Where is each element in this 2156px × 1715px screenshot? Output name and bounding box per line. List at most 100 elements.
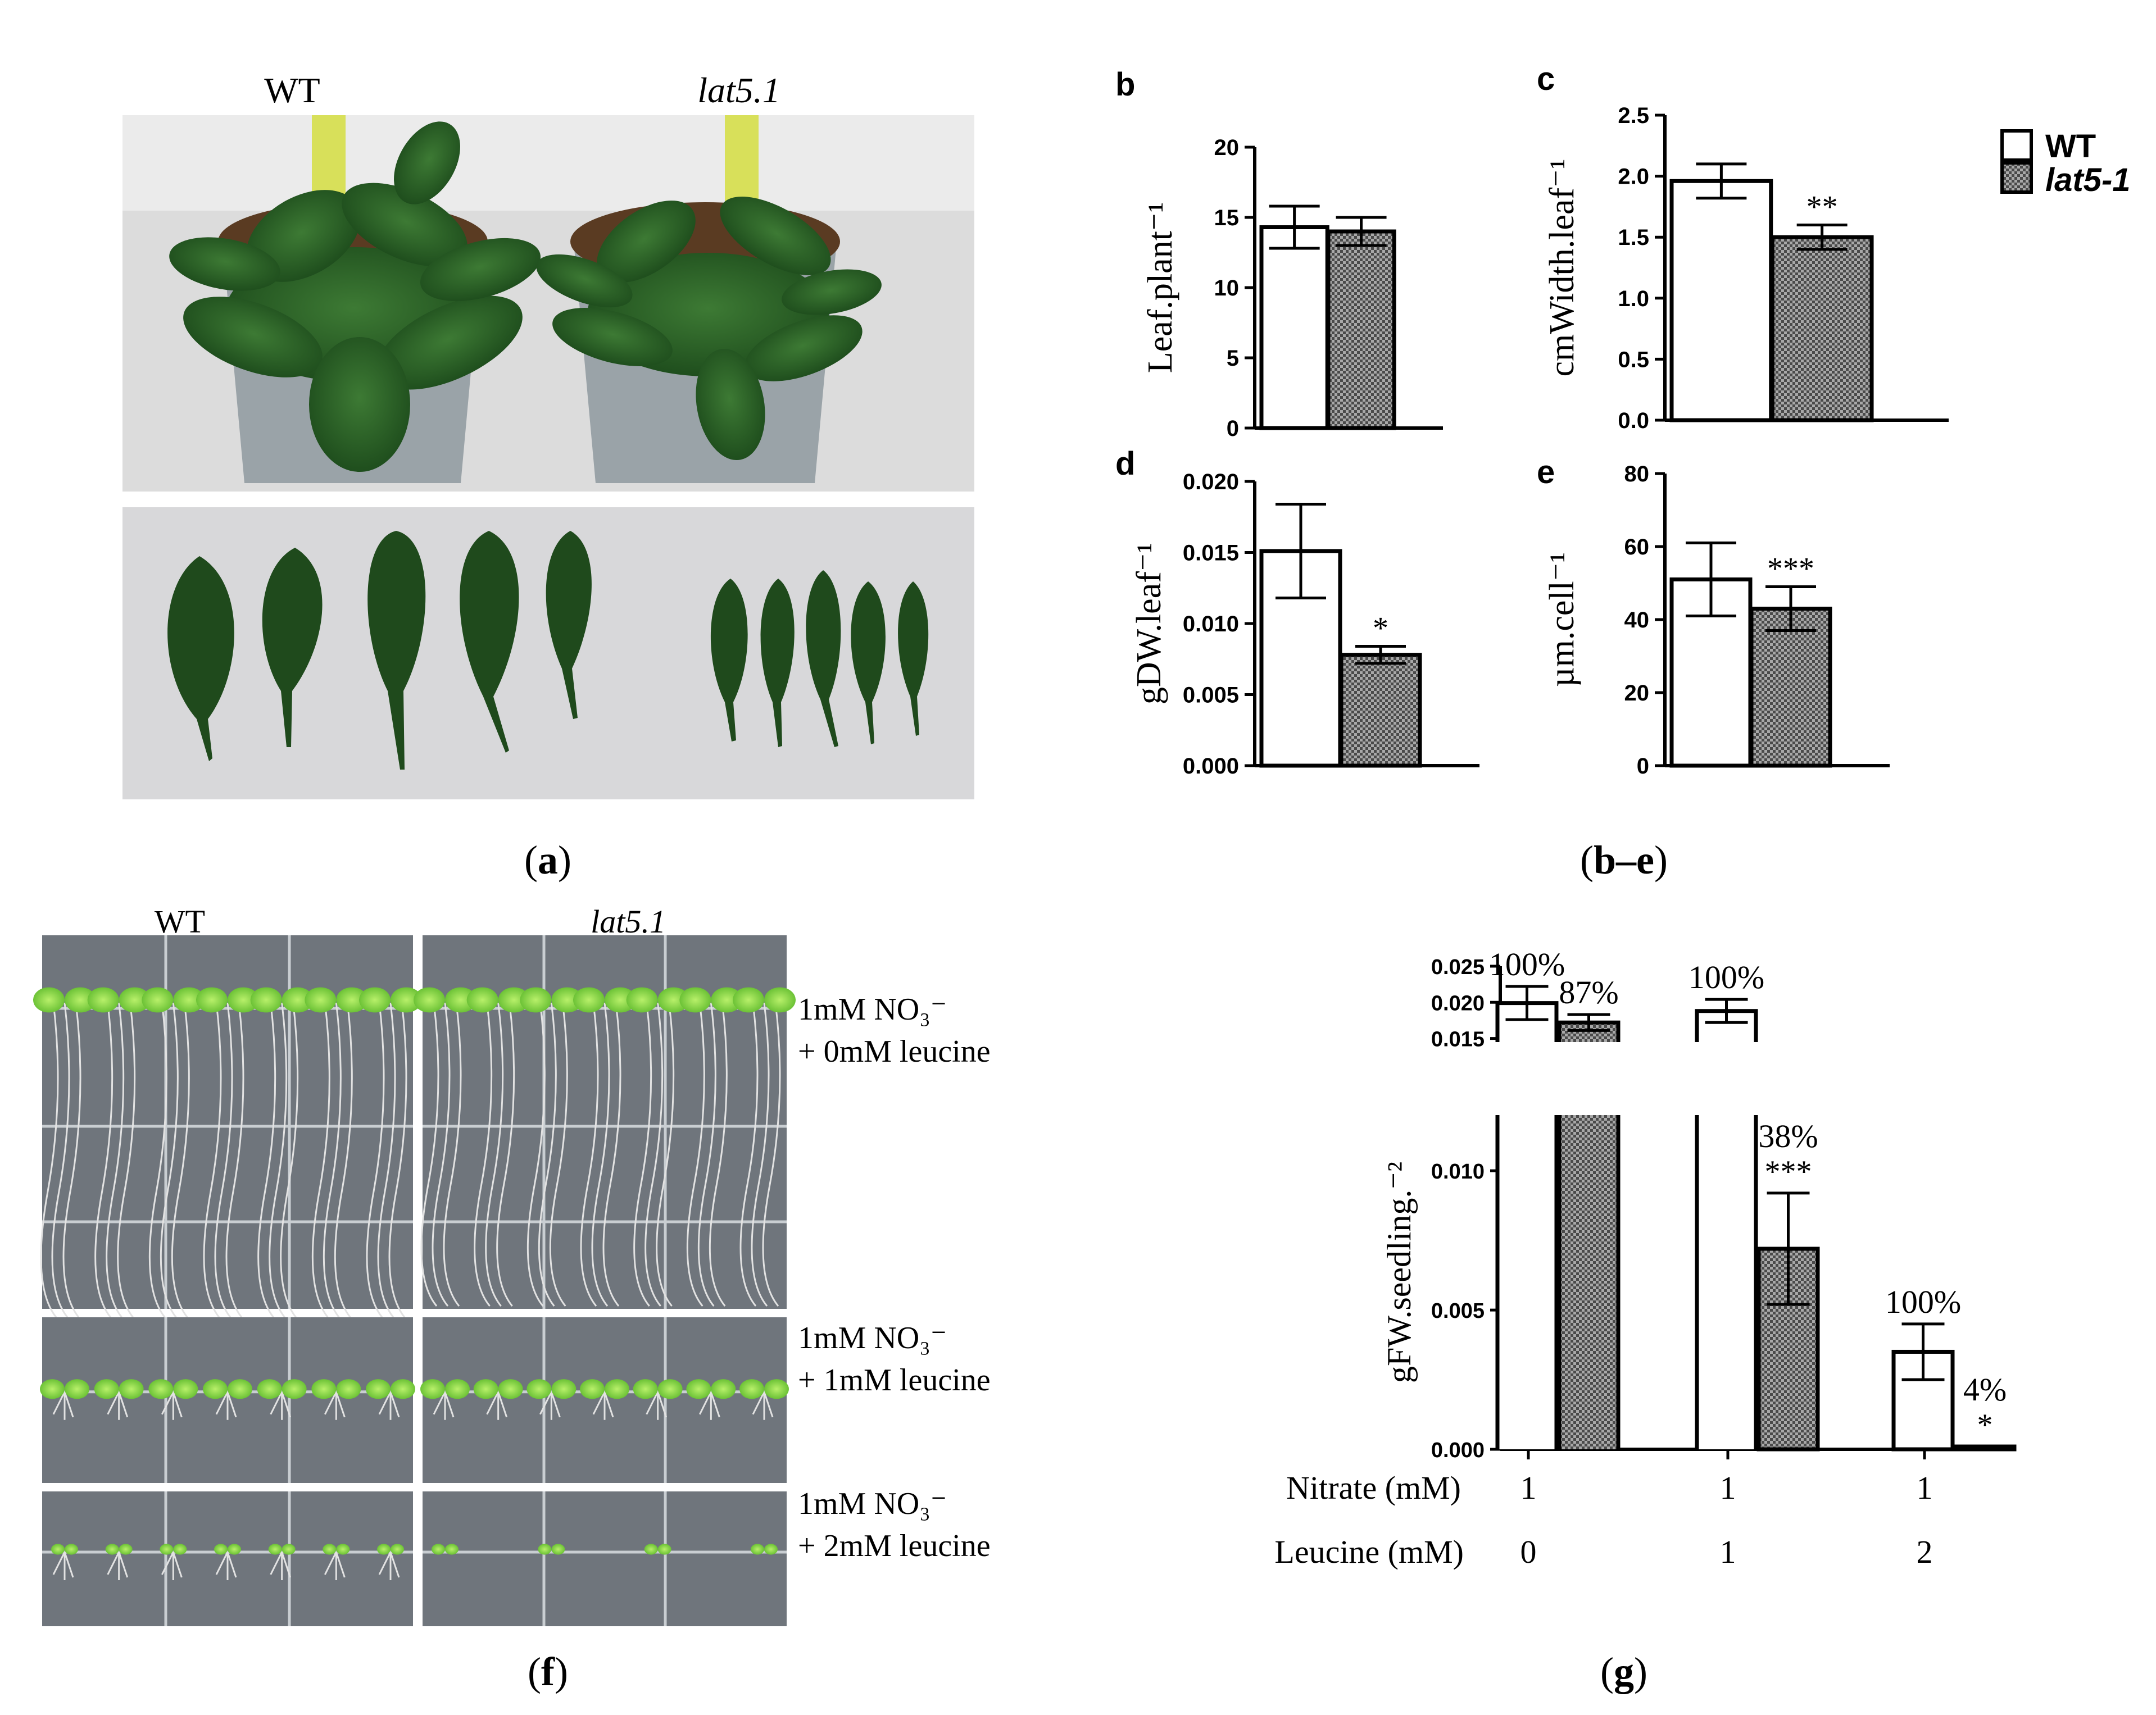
seedling-root (52, 1552, 74, 1580)
seedling-root (225, 1002, 244, 1318)
seedling-leaf (305, 987, 337, 1013)
seedling-leaf (657, 1544, 671, 1555)
seedling-root (324, 1391, 346, 1420)
chart-g-percent: 38% (1758, 1118, 1818, 1154)
seedling-leaf (336, 1544, 350, 1555)
seedling-leaf (282, 987, 314, 1013)
chart-g-tick-label: 0.010 (1431, 1160, 1485, 1184)
chart-d-tick-label: 0.015 (1183, 541, 1239, 566)
chart-e-significance: *** (1767, 552, 1814, 586)
seedling-leaf (445, 1379, 470, 1399)
seedling-leaf (323, 1544, 337, 1555)
seedling-root (592, 1391, 614, 1420)
seedling-root (591, 1002, 610, 1307)
chart-b-tick-label: 5 (1227, 346, 1239, 371)
seedling-root (432, 1002, 451, 1307)
seedling-root (161, 1391, 183, 1420)
seedling-root (698, 1391, 720, 1420)
seedling-root (751, 1002, 770, 1307)
chart-b-bar-lat5-1 (1326, 229, 1396, 430)
seedling-leaf (173, 1379, 198, 1399)
seedling-root (697, 1002, 716, 1307)
seedling-leaf (336, 987, 368, 1013)
seedling-root (686, 1002, 705, 1307)
seedling-root (215, 1552, 237, 1580)
seedling-root (107, 1552, 129, 1580)
chart-e-letter: e (1537, 454, 1555, 490)
seedling-leaf (605, 1379, 629, 1399)
chart-g-leucine-label: Leucine (mM) (1274, 1534, 1464, 1570)
panel-g: 0.000 0.005 0.010 0.015 0.020 0.025 gFW.seedli… (1274, 946, 2017, 1694)
seedling-leaf (148, 1379, 174, 1399)
seedling-root (485, 1002, 504, 1307)
panel-f-wt-label: WT (155, 903, 205, 940)
seedling-leaf (551, 1544, 565, 1555)
seedling-root (656, 1002, 675, 1307)
seedling-leaf (391, 1379, 415, 1399)
seedling-leaf (751, 1544, 764, 1555)
seedling-root (580, 1002, 599, 1307)
seedling-root (646, 1391, 668, 1420)
chart-d-significance: * (1373, 611, 1388, 645)
seedling-leaf (657, 1379, 683, 1399)
chart-b-tick-label: 10 (1214, 276, 1240, 301)
seedling-root (538, 1002, 557, 1307)
seedling-leaf (65, 1544, 78, 1555)
seedling-root (378, 1552, 400, 1580)
condition-1-line2: + 1mM leucine (798, 1363, 991, 1398)
seedling-root (117, 1002, 136, 1318)
chart-c: c 0.0 0.5 1.0 1.5 2.0 2.5 cmWidth.leaf⁻¹ ** (1537, 61, 1949, 433)
seedling-root (270, 1552, 292, 1580)
seedling-leaf (432, 1544, 445, 1555)
seedling-root (324, 1552, 346, 1580)
seedling-root (160, 1002, 179, 1318)
chart-c-letter: c (1537, 61, 1555, 97)
chart-g-significance: *** (1765, 1154, 1812, 1189)
legend-mutant-swatch (2000, 161, 2033, 194)
plants-photo (122, 115, 974, 492)
panel-be-caption: (b–e) (1580, 838, 1668, 882)
chart-g-percent: 87% (1559, 974, 1618, 1011)
seedling-root (762, 1002, 781, 1307)
seedling-leaf (65, 1379, 89, 1399)
seedling-root (214, 1002, 233, 1318)
seedling-leaf (605, 987, 636, 1013)
seedling-root (51, 1002, 70, 1318)
seedling-leaf (420, 1379, 445, 1399)
seedling-root (62, 1002, 81, 1318)
seedling-leaf (633, 1379, 658, 1399)
seedling-leaf (282, 1379, 307, 1399)
seedling-leaf (580, 1379, 605, 1399)
seedling-leaf (196, 987, 228, 1013)
chart-e-tick-label: 60 (1624, 535, 1650, 559)
condition-2-line2: + 2mM leucine (798, 1529, 991, 1563)
chart-g-bar (1953, 1444, 2017, 1452)
condition-labels: 1mM NO₃⁻ + 0mM leucine 1mM NO₃⁻ + 1mM le… (798, 992, 991, 1563)
seedling-leaf (33, 987, 65, 1013)
seedling-root (203, 1002, 222, 1318)
seedling-root (171, 1002, 190, 1318)
seedling-root (270, 1391, 292, 1420)
seedling-leaf (739, 1379, 764, 1399)
panel-a-wt-label: WT (264, 70, 320, 110)
condition-0-line2: + 0mM leucine (798, 1034, 991, 1069)
seedling-root (633, 1002, 652, 1307)
seedling-root (106, 1002, 125, 1318)
seedling-leaf (336, 1379, 361, 1399)
chart-c-tick-label: 1.5 (1618, 225, 1649, 250)
seedling-leaf (644, 1544, 658, 1555)
seedling-root (526, 1002, 546, 1307)
chart-d-letter: d (1115, 445, 1135, 482)
chart-g-nitrate-label: Nitrate (mM) (1286, 1470, 1461, 1506)
seedling-root (709, 1002, 728, 1307)
seedling-leaf (391, 1544, 404, 1555)
seedling-leaf (466, 987, 498, 1013)
chart-g-percent: 100% (1489, 946, 1565, 982)
seedling-root (311, 1002, 330, 1318)
legend-wt-label: WT (2045, 128, 2096, 165)
seedling-root (280, 1002, 299, 1318)
chart-c-tick-label: 0.0 (1618, 408, 1649, 433)
seedling-root (378, 1391, 400, 1420)
seedling-leaf (538, 1544, 552, 1555)
seedling-leaf (551, 1379, 577, 1399)
